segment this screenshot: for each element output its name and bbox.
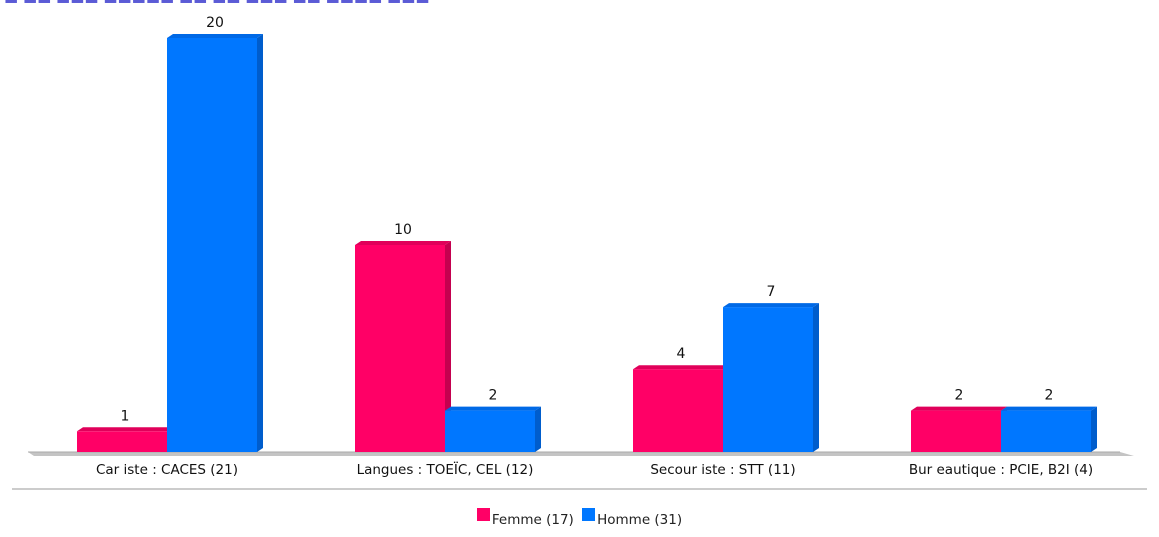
bar-femme-0 [77, 427, 173, 452]
value-label: 10 [394, 222, 412, 238]
value-label: 7 [767, 284, 776, 300]
bar-top [1001, 406, 1097, 411]
bar-side [1091, 406, 1097, 452]
legend-label-homme: Homme (31) [597, 512, 683, 528]
chart-floor-surface [28, 452, 1134, 456]
bar-front [355, 245, 445, 452]
bar-top [633, 365, 729, 370]
bar-top [911, 406, 1007, 411]
category-label: Langues : TOEÏC, CEL (12) [357, 460, 534, 478]
chart-floor [28, 451, 1134, 456]
bar-top [723, 303, 819, 308]
bar-homme-0 [167, 34, 263, 452]
bar-top [77, 427, 173, 432]
value-labels-layer: 1 20 10 2 4 7 2 2 [121, 15, 1054, 424]
bar-front [167, 38, 257, 452]
value-label: 2 [1045, 388, 1054, 404]
bar-femme-2 [633, 365, 729, 452]
value-label: 4 [677, 346, 686, 362]
bar-front [445, 410, 535, 452]
legend-label-femme: Femme (17) [491, 512, 574, 528]
bar-homme-2 [723, 303, 819, 452]
value-label: 2 [489, 388, 498, 404]
bar-homme-3 [1001, 406, 1097, 452]
value-label: 2 [955, 388, 964, 404]
bar-front [723, 307, 813, 452]
legend-item-femme: Femme (17) [476, 508, 574, 528]
bar-front [633, 369, 723, 452]
legend-item-homme: Homme (31) [582, 508, 682, 528]
legend-swatch-femme [476, 508, 490, 521]
bar-side [257, 34, 263, 452]
bar-side [535, 406, 541, 452]
category-label: Bur eautique : PCIE, B2I (4) [909, 462, 1093, 478]
value-label: 1 [121, 408, 130, 424]
legend: Femme (17) Homme (31) [0, 508, 1159, 528]
bar-top [445, 406, 541, 411]
category-labels-layer: Car iste : CACES (21) Langues : TOEÏC, CE… [96, 460, 1093, 478]
bar-side [813, 303, 819, 452]
value-label: 20 [206, 15, 224, 31]
bar-front [911, 410, 1001, 452]
bar-femme-3 [911, 406, 1007, 452]
chart-title-clipped: ▬ ▬▬ ▬▬▬ ▬▬▬▬▬ ▬▬ ▬▬ ▬▬▬ ▬▬ ▬▬▬▬ ▬▬▬ [4, 0, 430, 8]
bar-side [445, 241, 451, 452]
category-label: Car iste : CACES (21) [96, 462, 238, 478]
bar-femme-1 [355, 241, 451, 452]
bar-homme-1 [445, 406, 541, 452]
bar-front [1001, 410, 1091, 452]
legend-swatch-homme [582, 508, 596, 521]
bar-top [167, 34, 263, 38]
bar-front [77, 431, 167, 452]
bar-top [355, 241, 451, 245]
bars-layer [77, 34, 1097, 452]
category-label: Secour iste : STT (11) [650, 462, 795, 478]
